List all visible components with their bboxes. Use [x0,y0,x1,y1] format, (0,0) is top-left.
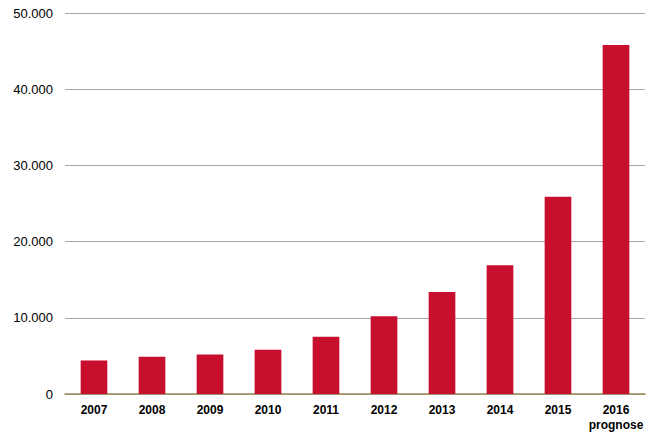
svg-text:2015: 2015 [545,403,572,417]
svg-text:2014: 2014 [487,403,514,417]
svg-text:40.000: 40.000 [13,82,53,97]
svg-text:20.000: 20.000 [13,234,53,249]
svg-text:10.000: 10.000 [13,310,53,325]
svg-text:2009: 2009 [197,403,224,417]
svg-text:2013: 2013 [429,403,456,417]
svg-text:2010: 2010 [255,403,282,417]
svg-text:2008: 2008 [139,403,166,417]
svg-text:2012: 2012 [371,403,398,417]
svg-text:50.000: 50.000 [13,6,53,21]
svg-text:0: 0 [46,387,53,402]
svg-text:2016: 2016 [603,403,630,417]
svg-text:2011: 2011 [313,403,339,417]
svg-text:2007: 2007 [81,403,108,417]
svg-text:prognose: prognose [589,418,644,432]
svg-text:30.000: 30.000 [13,158,53,173]
